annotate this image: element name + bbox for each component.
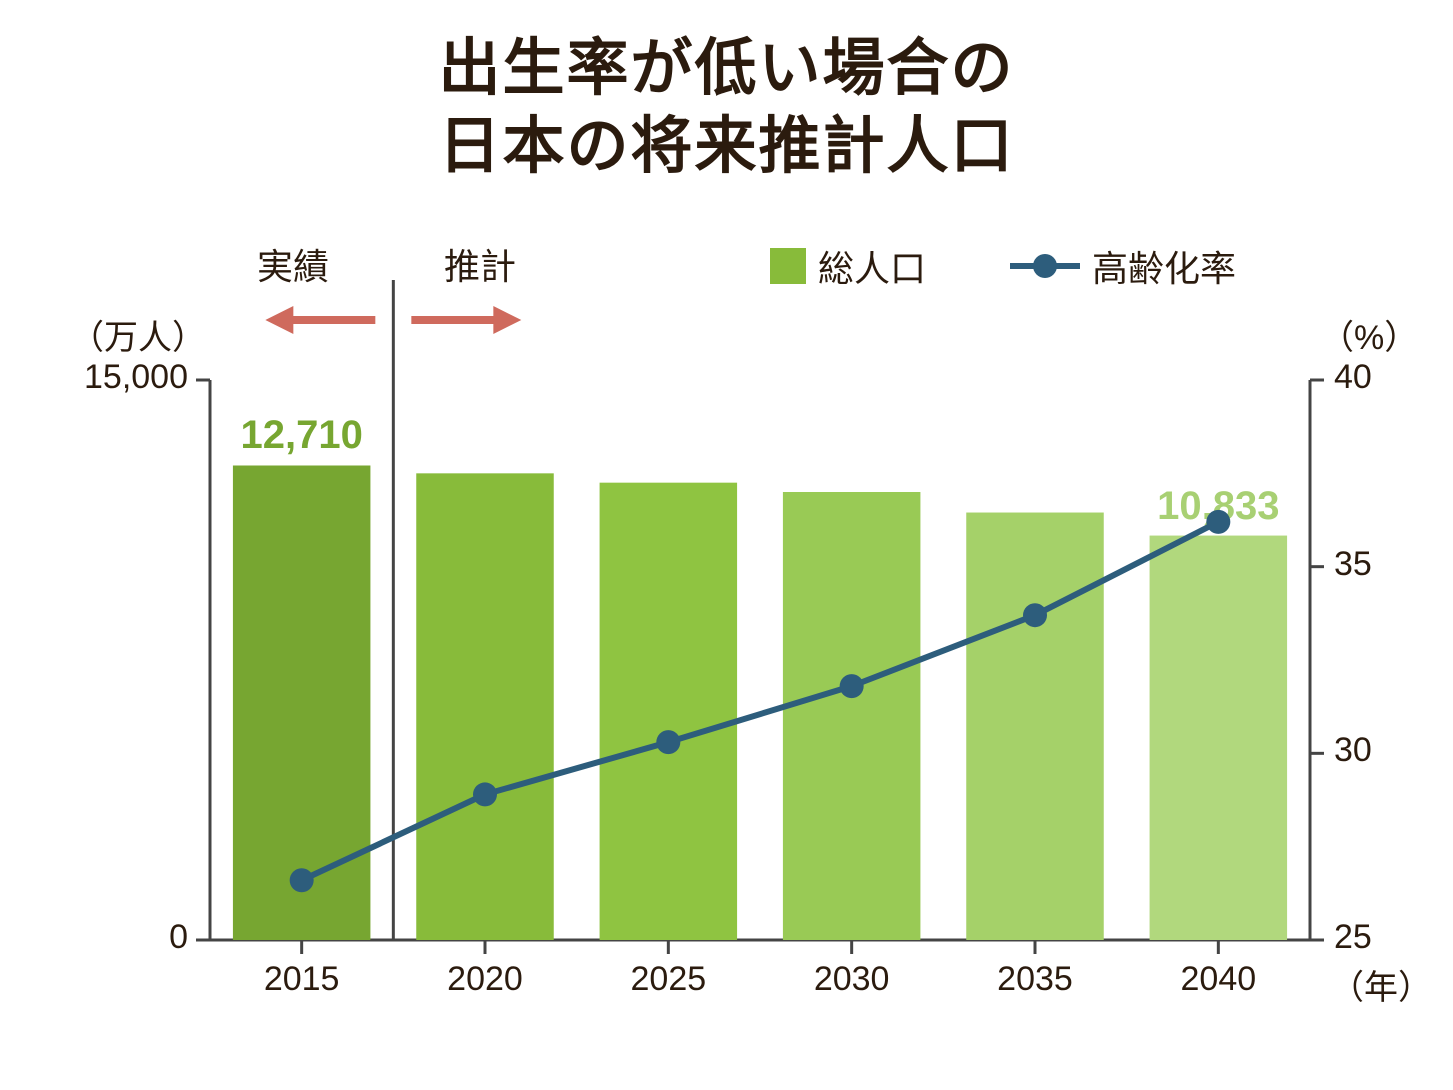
bar	[416, 473, 554, 940]
title-line-2: 日本の将来推計人口	[438, 112, 1014, 181]
legend-line-swatch	[1010, 248, 1080, 284]
title-line-1: 出生率が低い場合の	[438, 34, 1014, 103]
bar	[600, 483, 738, 940]
line-marker	[656, 730, 680, 754]
bar	[783, 492, 921, 940]
legend-bars-swatch	[770, 248, 806, 284]
chart-plot	[110, 280, 1390, 1000]
line-marker	[473, 782, 497, 806]
line-marker	[1206, 510, 1230, 534]
chart-title: 出生率が低い場合の 日本の将来推計人口	[0, 30, 1453, 185]
line-marker	[840, 674, 864, 698]
bar	[1150, 536, 1288, 940]
page: 出生率が低い場合の 日本の将来推計人口 総人口 高齢化率 実績 推計 （万人） …	[0, 0, 1453, 1090]
line-marker	[290, 868, 314, 892]
line-marker	[1023, 603, 1047, 627]
bar	[966, 513, 1104, 940]
